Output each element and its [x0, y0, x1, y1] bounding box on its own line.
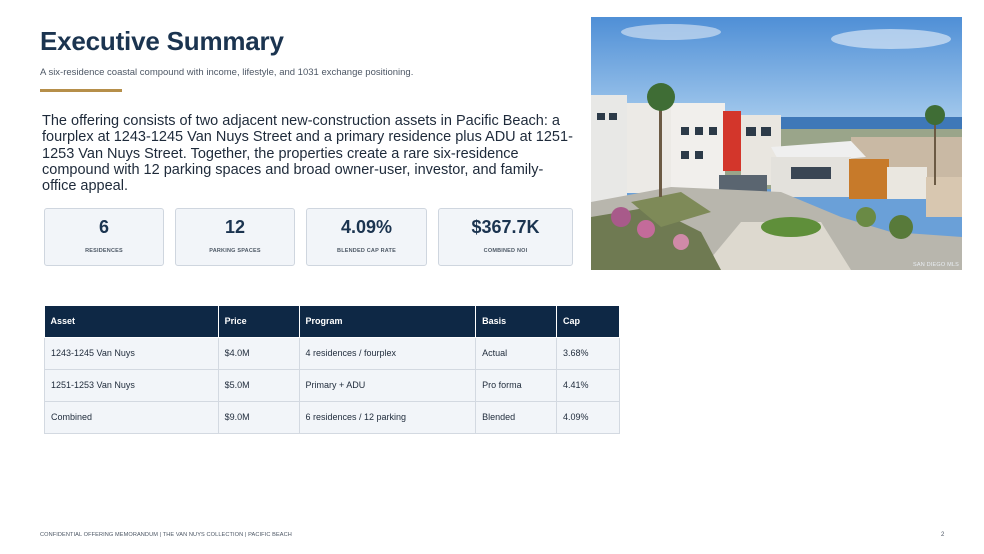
stat-card-residences: 6 RESIDENCES	[44, 208, 164, 266]
table-cell: Pro forma	[475, 368, 558, 402]
stat-label: PARKING SPACES	[209, 248, 261, 254]
table-cell: 1243-1245 Van Nuys	[44, 336, 219, 370]
stat-value: 4.09%	[340, 217, 393, 237]
table-row: 1243-1245 Van Nuys $4.0M 4 residences / …	[44, 336, 620, 370]
stat-label: BLENDED CAP RATE	[337, 248, 396, 254]
intro-paragraph: The offering consists of two adjacent ne…	[42, 113, 573, 195]
table-cell: 1251-1253 Van Nuys	[44, 368, 219, 402]
property-photo: SAN DIEGO MLS	[591, 17, 962, 270]
accent-divider	[40, 89, 122, 92]
table-row: 1251-1253 Van Nuys $5.0M Primary + ADU P…	[44, 368, 620, 402]
page-subtitle: A six-residence coastal compound with in…	[40, 67, 414, 78]
table-cell: $9.0M	[217, 400, 300, 434]
table-cell: 6 residences / 12 parking	[298, 400, 477, 434]
table-row: Combined $9.0M 6 residences / 12 parking…	[44, 400, 620, 434]
table-cell: 3.68%	[556, 336, 620, 370]
column-header-basis: Basis	[475, 306, 558, 338]
column-header-asset: Asset	[44, 306, 219, 338]
table-cell: 4.09%	[556, 400, 620, 434]
table-cell: Actual	[475, 336, 558, 370]
page-title: Executive Summary	[40, 26, 284, 56]
table-cell: 4 residences / fourplex	[298, 336, 477, 370]
column-header-cap: Cap	[556, 306, 620, 338]
column-header-program: Program	[298, 306, 477, 338]
column-header-price: Price	[217, 306, 300, 338]
table-cell: 4.41%	[556, 368, 620, 402]
table-cell: $4.0M	[217, 336, 300, 370]
stat-label: COMBINED NOI	[483, 248, 528, 254]
table-cell: Combined	[44, 400, 219, 434]
photo-credit: SAN DIEGO MLS	[913, 262, 959, 268]
footer-text: CONFIDENTIAL OFFERING MEMORANDUM | THE V…	[40, 532, 292, 538]
stat-value: 12	[224, 217, 246, 237]
stat-card-noi: $367.7K COMBINED NOI	[438, 208, 573, 266]
table-cell: Blended	[475, 400, 558, 434]
table-cell: $5.0M	[217, 368, 300, 402]
table-header-row: Asset Price Program Basis Cap	[44, 306, 620, 338]
stat-value: 6	[98, 217, 109, 237]
asset-table: Asset Price Program Basis Cap 1243-1245 …	[44, 306, 620, 434]
page-number: 2	[941, 532, 945, 538]
stat-value: $367.7K	[471, 217, 540, 237]
stat-label: RESIDENCES	[85, 248, 123, 254]
stat-card-cap-rate: 4.09% BLENDED CAP RATE	[306, 208, 427, 266]
table-cell: Primary + ADU	[298, 368, 477, 402]
stat-card-parking: 12 PARKING SPACES	[175, 208, 295, 266]
